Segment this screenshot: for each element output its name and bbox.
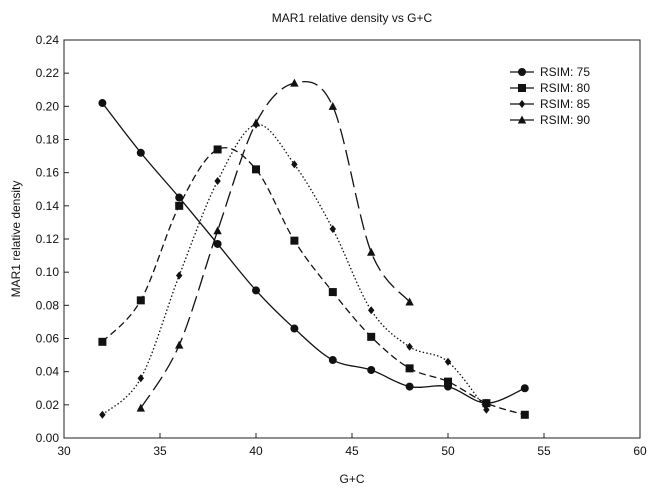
y-tick-label: 0.22 — [36, 66, 60, 80]
y-tick-label: 0.10 — [36, 265, 60, 279]
x-axis-title: G+C — [339, 472, 364, 486]
x-tick-label: 30 — [57, 444, 71, 458]
data-point — [367, 366, 376, 375]
legend-item: RSIM: 90 — [510, 113, 590, 127]
data-point — [252, 165, 260, 174]
y-tick-label: 0.18 — [36, 133, 60, 147]
data-point — [367, 247, 376, 256]
legend-item: RSIM: 75 — [510, 65, 590, 79]
data-point — [213, 226, 222, 235]
data-point — [482, 399, 491, 408]
series-line — [140, 80, 411, 409]
x-tick-label: 35 — [153, 444, 167, 458]
data-point — [175, 193, 184, 202]
y-tick-label: 0.16 — [36, 166, 60, 180]
data-point — [290, 236, 299, 245]
legend-marker — [518, 100, 526, 108]
series-1 — [98, 99, 529, 408]
chart-title: MAR1 relative density vs G+C — [272, 11, 433, 25]
legend-label: RSIM: 75 — [540, 65, 590, 79]
y-tick-label: 0.20 — [36, 99, 60, 113]
data-point — [136, 296, 145, 305]
data-point — [520, 384, 529, 393]
data-point — [328, 356, 337, 365]
y-tick-label: 0.12 — [36, 232, 60, 246]
data-point — [405, 364, 414, 373]
data-point — [98, 99, 107, 108]
data-point — [329, 225, 336, 234]
data-point — [405, 382, 414, 391]
axis-ticks: 30 35 40 45 50 55 60 0.00 0.02 0.04 0.06 0.08 0.10 0.… — [36, 33, 647, 458]
data-point — [175, 340, 184, 349]
data-point — [251, 118, 261, 127]
series-2 — [98, 145, 529, 419]
data-point — [252, 286, 260, 295]
data-point — [291, 160, 298, 169]
y-tick-label: 0.02 — [36, 398, 60, 412]
legend-label: RSIM: 85 — [540, 97, 590, 111]
data-point — [444, 357, 452, 366]
legend-marker — [517, 115, 527, 124]
y-tick-label: 0.24 — [36, 33, 60, 47]
data-point — [290, 324, 299, 333]
data-point — [444, 377, 452, 386]
y-axis-title: MAR1 relative density — [9, 181, 23, 298]
series-line — [101, 123, 487, 416]
y-tick-label: 0.06 — [36, 332, 60, 346]
data-point — [520, 410, 529, 419]
legend-item: RSIM: 85 — [510, 97, 590, 111]
data-point — [406, 342, 413, 351]
legend-label: RSIM: 80 — [540, 81, 590, 95]
x-tick-label: 55 — [537, 444, 551, 458]
legend-marker — [518, 84, 526, 92]
legend-marker — [518, 68, 526, 76]
data-point — [213, 145, 222, 154]
data-point — [290, 78, 299, 87]
x-tick-label: 50 — [441, 444, 455, 458]
legend-item: RSIM: 80 — [510, 81, 590, 95]
series-layer — [98, 78, 529, 419]
data-point — [98, 337, 107, 346]
data-point — [328, 101, 337, 110]
data-point — [175, 201, 184, 210]
legend: RSIM: 75 RSIM: 80 RSIM: 85 RSIM: 90 — [510, 65, 590, 127]
data-point — [367, 332, 376, 341]
data-point — [136, 148, 145, 157]
series-4 — [136, 78, 414, 412]
series-line — [101, 102, 526, 404]
y-tick-label: 0.04 — [36, 365, 60, 379]
data-point — [213, 239, 222, 248]
data-point — [176, 271, 183, 280]
data-point — [137, 374, 144, 383]
y-tick-label: 0.00 — [36, 431, 60, 445]
x-tick-label: 45 — [345, 444, 359, 458]
y-tick-label: 0.14 — [36, 199, 60, 213]
x-tick-label: 40 — [249, 444, 263, 458]
data-point — [405, 297, 414, 306]
x-tick-label: 60 — [633, 444, 647, 458]
data-point — [214, 176, 221, 185]
series-line — [101, 147, 525, 416]
data-point — [368, 306, 375, 315]
data-point — [99, 410, 106, 419]
data-point — [328, 288, 337, 297]
data-point — [136, 403, 145, 412]
legend-label: RSIM: 90 — [540, 113, 590, 127]
data-point — [483, 405, 490, 414]
series-3 — [99, 120, 490, 419]
y-tick-label: 0.08 — [36, 298, 60, 312]
